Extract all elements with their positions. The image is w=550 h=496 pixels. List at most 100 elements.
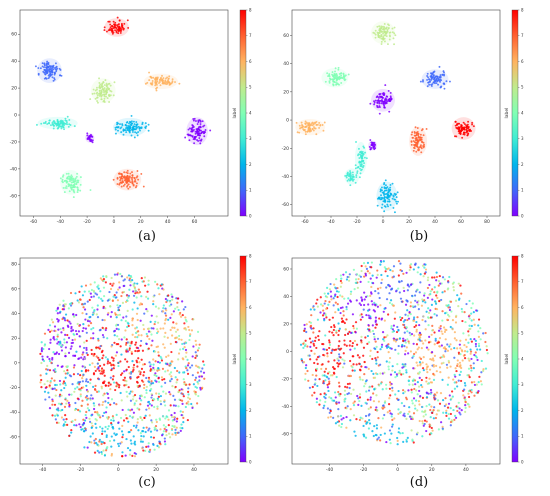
data-point: [441, 332, 444, 335]
data-point: [129, 409, 132, 412]
data-point: [468, 324, 471, 327]
data-point: [129, 376, 132, 379]
cluster-label-2: [113, 114, 150, 139]
data-point: [433, 276, 436, 279]
data-point: [445, 414, 448, 417]
data-point: [122, 316, 125, 319]
y-tick-label: -60: [10, 434, 17, 440]
data-point: [79, 189, 82, 192]
data-point: [139, 344, 142, 347]
data-point: [372, 332, 375, 336]
data-point: [156, 398, 160, 402]
data-point: [64, 384, 67, 387]
data-point: [470, 306, 473, 310]
data-point: [438, 337, 442, 340]
data-point: [412, 342, 415, 345]
data-point: [118, 384, 121, 387]
data-point: [434, 300, 437, 303]
data-point: [137, 375, 140, 378]
data-point: [92, 326, 95, 330]
data-point: [152, 358, 155, 361]
data-point: [313, 308, 316, 311]
data-point: [335, 331, 338, 334]
y-tick-label: -40: [10, 166, 17, 172]
data-point: [354, 164, 357, 167]
data-point: [86, 446, 89, 449]
data-point: [177, 390, 180, 394]
data-point: [82, 373, 85, 376]
data-point: [72, 179, 75, 182]
data-point: [430, 351, 434, 354]
data-point: [464, 320, 467, 324]
data-point: [453, 418, 456, 421]
data-point: [383, 105, 386, 108]
data-point: [90, 295, 93, 299]
data-point: [442, 411, 445, 414]
data-point: [439, 74, 442, 77]
data-point: [362, 145, 365, 148]
data-point: [138, 361, 141, 364]
data-point: [117, 386, 121, 389]
data-point: [104, 384, 107, 387]
data-point: [53, 368, 57, 371]
data-point: [342, 314, 345, 317]
data-point: [383, 339, 386, 342]
data-point: [378, 296, 381, 300]
data-point: [341, 366, 345, 369]
data-point: [121, 372, 124, 375]
data-point: [106, 299, 109, 302]
data-point: [186, 418, 189, 422]
data-point: [101, 430, 104, 433]
data-point: [182, 308, 185, 311]
data-point: [93, 281, 96, 284]
data-point: [362, 433, 365, 436]
data-point: [189, 333, 192, 336]
data-point: [100, 387, 103, 390]
data-point: [121, 433, 125, 436]
data-point: [304, 378, 307, 381]
data-point: [416, 142, 419, 144]
data-point: [421, 405, 424, 409]
data-point: [388, 38, 391, 41]
data-point: [44, 398, 47, 401]
data-point: [76, 179, 79, 182]
data-point: [377, 400, 380, 403]
data-point: [167, 354, 170, 357]
data-point: [189, 366, 192, 369]
data-point: [460, 349, 463, 352]
data-point: [50, 361, 53, 364]
data-point: [421, 367, 425, 370]
data-point: [132, 363, 136, 367]
data-point: [325, 307, 328, 310]
data-point: [120, 28, 123, 31]
data-point: [326, 355, 329, 358]
data-point: [72, 354, 75, 357]
data-point: [160, 376, 164, 379]
data-point: [94, 437, 97, 441]
data-point: [388, 292, 391, 295]
data-point: [191, 135, 194, 137]
data-point: [383, 371, 386, 374]
data-point: [456, 347, 459, 350]
data-point: [337, 407, 340, 411]
data-point: [418, 138, 421, 141]
data-point: [72, 190, 75, 193]
data-point: [321, 314, 325, 317]
data-point: [363, 372, 366, 376]
data-point: [373, 103, 376, 106]
data-point: [113, 26, 116, 28]
colorbar-tick-label: 3: [249, 382, 252, 387]
data-point: [108, 20, 111, 23]
data-point: [378, 95, 381, 98]
data-point: [339, 392, 342, 396]
data-point: [436, 399, 440, 402]
data-point: [77, 330, 80, 333]
data-point: [64, 333, 67, 336]
x-tick-label: 60: [458, 219, 464, 225]
data-point: [456, 406, 459, 409]
data-point: [197, 121, 200, 123]
data-point: [196, 402, 199, 405]
data-point: [359, 378, 362, 381]
data-point: [447, 417, 451, 420]
data-point: [412, 319, 416, 322]
